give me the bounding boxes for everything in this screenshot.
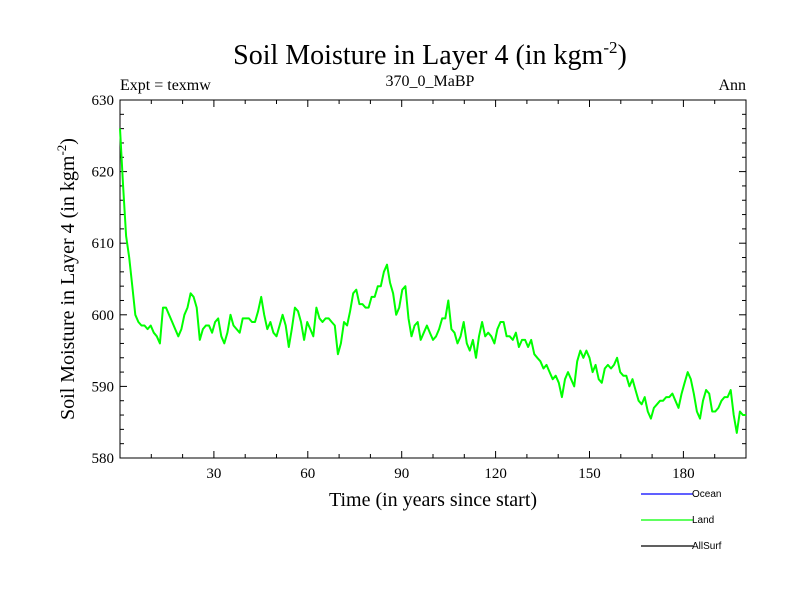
y-tick-label: 610 bbox=[92, 236, 115, 252]
x-tick-label: 180 bbox=[672, 466, 695, 482]
x-axis: 30 60 90 120 150 180 bbox=[150, 100, 716, 482]
y-tick-label: 600 bbox=[92, 308, 115, 324]
chart-title: Soil Moisture in Layer 4 (in kgm-2) bbox=[233, 38, 627, 71]
series-group bbox=[119, 128, 746, 434]
x-tick-label: 90 bbox=[394, 466, 409, 482]
series-line-land bbox=[119, 128, 746, 434]
x-axis-label: Time (in years since start) bbox=[329, 489, 537, 511]
legend-label-ocean: Ocean bbox=[692, 489, 721, 500]
y-axis-label: Soil Moisture in Layer 4 (in kgm-2) bbox=[54, 138, 79, 420]
legend-label-allsurf: AllSurf bbox=[692, 541, 722, 552]
x-tick-label: 60 bbox=[300, 466, 315, 482]
y-tick-label: 620 bbox=[92, 165, 115, 181]
experiment-label: Expt = texmw bbox=[120, 77, 211, 94]
legend-label-land: Land bbox=[692, 515, 714, 526]
x-tick-label: 150 bbox=[578, 466, 601, 482]
legend: Ocean Land AllSurf bbox=[641, 489, 722, 552]
y-tick-label: 590 bbox=[92, 379, 115, 395]
period-label: 370_0_MaBP bbox=[386, 73, 475, 90]
y-axis: 580 590 600 610 620 630 bbox=[92, 93, 746, 467]
y-tick-label: 580 bbox=[92, 451, 115, 467]
season-label: Ann bbox=[718, 77, 746, 94]
x-tick-label: 30 bbox=[206, 466, 221, 482]
y-tick-label: 630 bbox=[92, 93, 115, 109]
x-tick-label: 120 bbox=[484, 466, 507, 482]
plot-frame bbox=[119, 99, 747, 459]
